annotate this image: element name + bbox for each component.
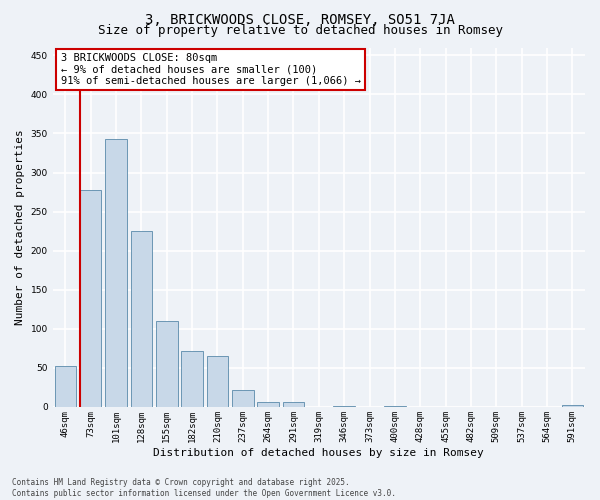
Text: 3 BRICKWOODS CLOSE: 80sqm
← 9% of detached houses are smaller (100)
91% of semi-: 3 BRICKWOODS CLOSE: 80sqm ← 9% of detach… [61,53,361,86]
Bar [105,139,127,407]
Text: 3, BRICKWOODS CLOSE, ROMSEY, SO51 7JA: 3, BRICKWOODS CLOSE, ROMSEY, SO51 7JA [145,12,455,26]
Text: Size of property relative to detached houses in Romsey: Size of property relative to detached ho… [97,24,503,37]
X-axis label: Distribution of detached houses by size in Romsey: Distribution of detached houses by size … [154,448,484,458]
Bar [283,402,304,407]
Bar [562,406,583,407]
Bar [384,406,406,407]
Bar [232,390,254,407]
Bar [206,356,228,407]
Bar [80,190,101,407]
Bar [55,366,76,407]
Y-axis label: Number of detached properties: Number of detached properties [15,130,25,325]
Bar [334,406,355,407]
Bar [181,350,203,407]
Bar [257,402,279,407]
Bar [156,321,178,407]
Bar [131,231,152,407]
Text: Contains HM Land Registry data © Crown copyright and database right 2025.
Contai: Contains HM Land Registry data © Crown c… [12,478,396,498]
